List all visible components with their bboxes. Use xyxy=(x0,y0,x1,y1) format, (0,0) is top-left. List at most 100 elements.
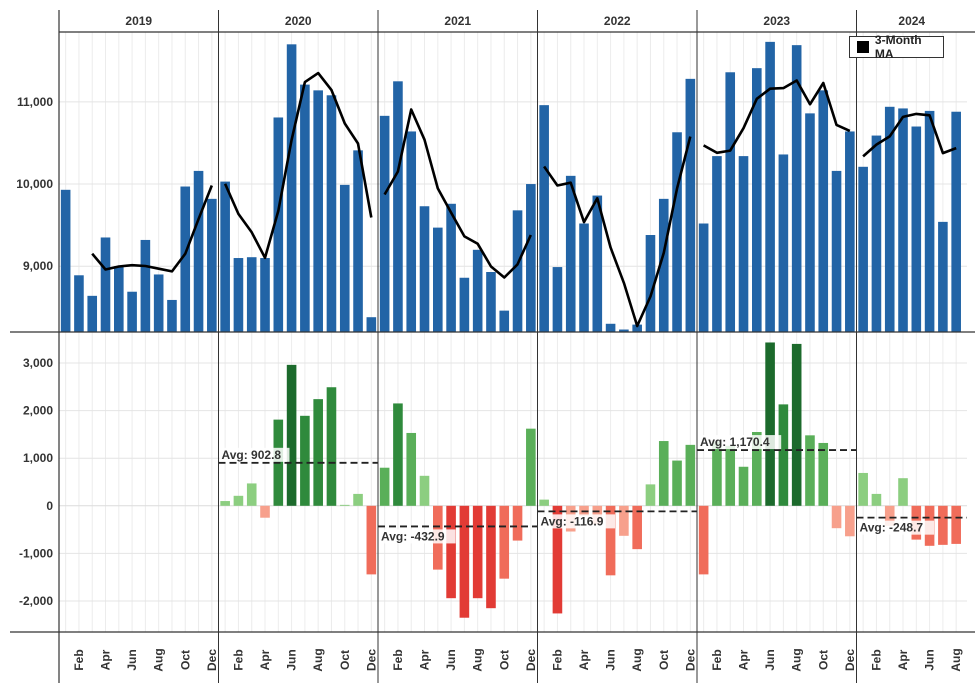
bottom-y-tick-label: 0 xyxy=(46,499,53,513)
value-bar xyxy=(592,195,603,332)
average-label-bg xyxy=(219,447,290,462)
change-bar xyxy=(300,415,310,506)
month-tick-label: Apr xyxy=(737,649,751,670)
value-bar xyxy=(738,156,749,332)
month-tick-label: Aug xyxy=(471,648,485,671)
change-bar xyxy=(286,364,297,506)
year-header-label: 2022 xyxy=(604,14,631,28)
change-bar xyxy=(313,399,323,506)
value-bar xyxy=(313,90,323,332)
value-bar xyxy=(60,189,71,332)
change-bar xyxy=(805,435,815,506)
month-tick-label: Jun xyxy=(763,649,777,670)
ma-line-layer xyxy=(91,71,957,328)
month-tick-label: Oct xyxy=(338,650,352,670)
month-tick-label: Oct xyxy=(657,650,671,670)
month-tick-label: Jun xyxy=(444,649,458,670)
change-bar xyxy=(406,432,417,506)
change-bar xyxy=(539,499,549,506)
value-bar xyxy=(220,181,230,332)
change-bar xyxy=(845,505,855,537)
value-bar xyxy=(459,277,470,332)
month-tick-label: Feb xyxy=(550,649,564,670)
value-bar xyxy=(526,184,536,332)
moving-average-line xyxy=(383,108,532,279)
moving-average-line xyxy=(702,79,851,155)
value-bar xyxy=(858,166,868,332)
top-y-tick-label: 10,000 xyxy=(16,177,53,191)
month-tick-label: Jun xyxy=(285,649,299,670)
month-tick-label: Aug xyxy=(949,648,963,671)
value-bar xyxy=(645,235,656,332)
value-bar xyxy=(379,115,390,332)
change-bar xyxy=(260,505,270,518)
value-bar xyxy=(486,272,496,332)
month-tick-label: Jun xyxy=(923,649,937,670)
value-bar xyxy=(193,170,204,332)
value-bar xyxy=(127,291,137,332)
value-bar xyxy=(871,135,882,332)
average-label: Avg: -248.7 xyxy=(860,521,924,535)
change-bar xyxy=(778,404,789,506)
value-bar xyxy=(446,203,456,332)
moving-average-line xyxy=(862,112,957,158)
moving-average-line xyxy=(91,185,214,273)
change-bar xyxy=(658,441,669,506)
change-bar xyxy=(526,428,536,506)
month-tick-label: Aug xyxy=(152,648,166,671)
value-bar xyxy=(499,310,510,332)
month-tick-label: Feb xyxy=(391,649,405,670)
value-bar xyxy=(180,186,191,332)
change-bar xyxy=(339,504,350,506)
bottom-y-tick-label: 3,000 xyxy=(23,356,53,370)
change-bar xyxy=(220,501,230,506)
bottom-y-tick-label: -2,000 xyxy=(19,594,53,608)
change-bar xyxy=(698,505,709,575)
change-bar xyxy=(858,472,868,506)
change-bar xyxy=(326,387,337,506)
value-bar xyxy=(552,267,563,332)
month-tick-label: Aug xyxy=(311,648,325,671)
average-layer: Avg: 902.8 Avg: -432.9 Avg: -116.9 Avg: 1,1… xyxy=(218,435,967,544)
change-bar xyxy=(632,505,642,550)
month-tick-label: Feb xyxy=(710,649,724,670)
legend-swatch-icon xyxy=(857,41,869,53)
value-bar xyxy=(167,299,177,332)
value-bar xyxy=(326,95,337,332)
top-y-tick-label: 9,000 xyxy=(23,259,53,273)
month-tick-label: Dec xyxy=(524,649,538,671)
value-bar xyxy=(87,295,98,332)
month-tick-label: Dec xyxy=(843,649,857,671)
value-bar xyxy=(433,227,443,332)
average-label: Avg: -116.9 xyxy=(541,514,604,528)
value-bar xyxy=(725,72,736,332)
month-tick-label: Apr xyxy=(99,649,113,670)
value-bar xyxy=(911,126,922,333)
value-bar xyxy=(805,113,815,332)
frame-layer xyxy=(10,10,975,683)
value-bar xyxy=(845,131,855,332)
month-tick-label: Aug xyxy=(630,648,644,671)
value-bar xyxy=(565,175,576,332)
average-label-bg xyxy=(698,435,782,450)
year-header-label: 2023 xyxy=(763,14,790,28)
value-bar xyxy=(778,154,789,332)
change-bar xyxy=(459,505,470,618)
value-bar xyxy=(924,110,935,332)
change-bar xyxy=(419,475,430,506)
change-bar xyxy=(512,505,523,541)
change-bar xyxy=(645,484,656,506)
value-bar xyxy=(260,258,270,332)
value-bar xyxy=(579,223,589,332)
bottom-y-tick-label: 1,000 xyxy=(23,451,53,465)
month-tick-label: Jun xyxy=(125,649,139,670)
value-bar xyxy=(698,223,709,332)
change-bar xyxy=(233,495,244,506)
value-bar xyxy=(818,90,829,332)
change-bar xyxy=(738,466,749,506)
change-bar xyxy=(486,505,496,609)
legend: 3-Month MA xyxy=(849,33,944,61)
average-label-bg xyxy=(538,514,616,529)
average-label: Avg: 1,170.4 xyxy=(700,435,770,449)
year-header-label: 2020 xyxy=(285,14,312,28)
